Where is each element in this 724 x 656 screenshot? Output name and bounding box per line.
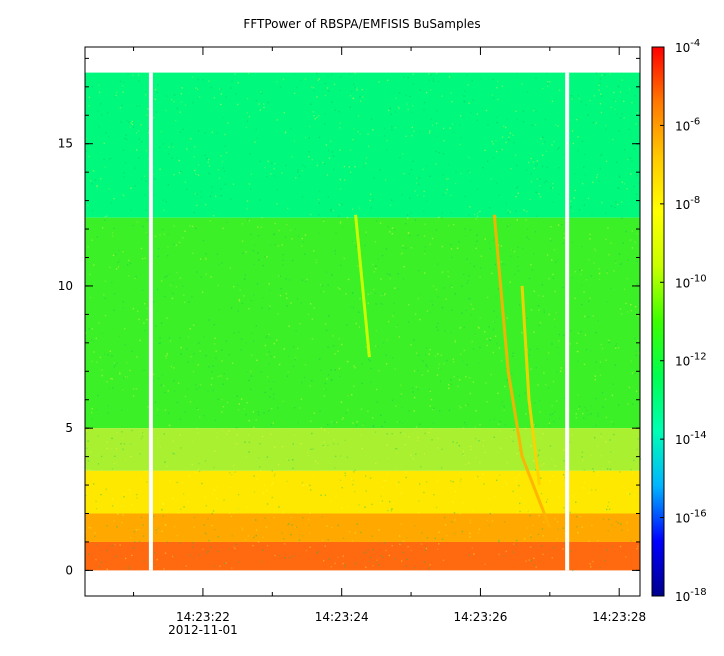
y-tick-label: 15: [58, 137, 73, 151]
power-band: [85, 541, 640, 571]
emission-trace: [492, 214, 552, 529]
power-band: [85, 217, 640, 429]
plot-frame: [84, 46, 641, 597]
spectrogram-features: [354, 214, 552, 529]
data-gap: [148, 72, 153, 571]
colorbar-tick-label: 10-10: [675, 273, 707, 290]
data-gaps: [148, 72, 570, 571]
colorbar-scale: [651, 46, 665, 597]
colorbar-tick-label: 10-12: [675, 352, 707, 369]
x-tick-label: 14:23:24: [315, 610, 369, 624]
spectrogram-bands: [85, 72, 642, 572]
y-tick-label: 0: [65, 563, 73, 577]
y-axis: 0 5 10 15: [58, 57, 640, 577]
colorbar-tick-label: 10-14: [675, 430, 707, 447]
x-tick-label: 14:23:28: [592, 610, 646, 624]
noise-texture: [85, 72, 642, 572]
colorbar: 10-4 10-6 10-8 10-10 10-12 10-14 10-16 10-18: [651, 38, 707, 604]
data-gap: [565, 72, 570, 571]
y-tick-label: 5: [65, 421, 73, 435]
power-band: [85, 72, 640, 218]
colorbar-tick-label: 10-6: [675, 116, 700, 133]
power-band: [85, 470, 640, 514]
power-band: [85, 513, 640, 542]
x-tick-label: 14:23:22: [176, 610, 230, 624]
emission-trace: [520, 285, 541, 486]
power-band: [85, 428, 640, 471]
x-axis: 14:23:22 14:23:24 14:23:26 14:23:28 2012-11-…: [133, 47, 646, 637]
emission-trace: [354, 214, 371, 358]
y-tick-label: 10: [58, 279, 73, 293]
date-label: 2012-11-01: [168, 623, 238, 637]
chart-title: FFTPower of RBSPA/EMFISIS BuSamples: [243, 17, 481, 31]
colorbar-tick-label: 10-16: [675, 509, 707, 526]
colorbar-tick-label: 10-8: [675, 195, 700, 212]
colorbar-tick-label: 10-4: [675, 38, 700, 55]
colorbar-tick-label: 10-18: [675, 587, 707, 604]
x-tick-label: 14:23:26: [453, 610, 507, 624]
